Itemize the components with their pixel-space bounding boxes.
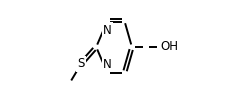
Text: N: N: [103, 58, 111, 70]
Text: S: S: [77, 57, 85, 70]
Text: N: N: [103, 24, 111, 36]
Text: OH: OH: [159, 41, 177, 53]
